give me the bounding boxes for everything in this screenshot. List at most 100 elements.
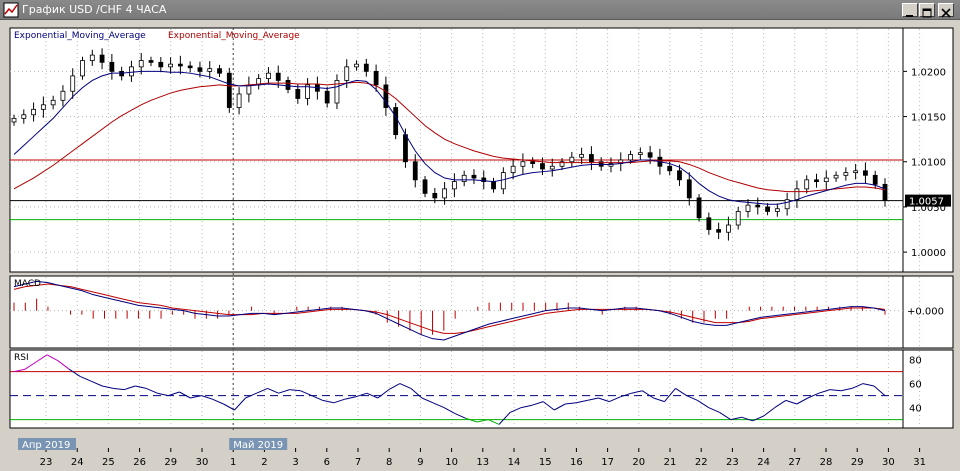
rsi-segment (157, 392, 169, 397)
rsi-segment (245, 392, 257, 399)
rsi-segment (124, 385, 136, 391)
rsi-segment (289, 389, 301, 392)
candle-body (814, 179, 819, 183)
time-tick-label: 29 (164, 457, 177, 468)
rsi-segment (598, 397, 610, 403)
candle-body (755, 204, 761, 208)
rsi-segment (135, 385, 147, 389)
close-button[interactable] (938, 3, 954, 18)
time-tick-label: 25 (102, 457, 115, 468)
rsi-segment (620, 392, 632, 398)
time-tick-label: 8 (386, 457, 392, 468)
time-tick-label: 17 (601, 457, 614, 468)
rsi-segment (388, 383, 401, 391)
candle-body (843, 172, 849, 176)
macd-line (13, 280, 886, 341)
rsi-segment (730, 416, 742, 421)
time-tick-label: 7 (355, 457, 361, 468)
candle-body (344, 66, 350, 81)
candle-body (735, 211, 741, 226)
candle-body (794, 188, 800, 201)
window-titlebar[interactable]: График USD /CHF 4 ЧАСА (0, 0, 960, 20)
rsi-segment (741, 416, 753, 422)
candle-body (393, 107, 399, 136)
rsi-segment (146, 387, 158, 394)
rsi-segment (79, 375, 92, 382)
candle-body (510, 165, 516, 173)
rsi-segment (113, 387, 125, 391)
candle-body (373, 70, 379, 86)
candle-body (872, 174, 878, 185)
rsi-label: RSI (14, 353, 29, 363)
candle-body (266, 72, 271, 80)
maximize-button[interactable] (919, 3, 935, 18)
rsi-segment (851, 383, 864, 389)
candle-body (31, 108, 36, 116)
time-tick-label: 23 (40, 457, 53, 468)
candle-body (295, 89, 301, 99)
candle-body (138, 60, 144, 68)
candle-body (21, 114, 27, 119)
rsi-segment (587, 397, 599, 401)
rsi-segment (642, 390, 654, 399)
rsi-segment (212, 398, 224, 405)
candle-body (89, 54, 95, 61)
candle-body (275, 72, 281, 81)
rsi-segment (355, 392, 367, 398)
time-tick-label: 13 (476, 457, 489, 468)
time-tick-label: 14 (508, 457, 521, 468)
candle-body (774, 208, 780, 212)
rsi-tick-label: 80 (909, 356, 922, 367)
time-tick-label: 30 (882, 457, 895, 468)
candle-body (187, 65, 193, 69)
candle-body (363, 63, 369, 72)
candle-body (129, 66, 134, 77)
time-tick-label: 31 (913, 457, 926, 468)
price-tick-label: 1.0150 (911, 113, 946, 124)
candle-body (589, 154, 594, 163)
rsi-segment (344, 396, 356, 400)
ema-slow-line (13, 81, 886, 193)
time-tick-label: 9 (417, 457, 423, 468)
candle-body (579, 154, 585, 158)
candle-body (226, 72, 232, 108)
candle-body (40, 104, 46, 110)
chart-app-icon (3, 2, 19, 18)
minimize-button[interactable] (902, 3, 918, 17)
rsi-segment (653, 397, 665, 403)
candle-body (677, 170, 682, 181)
rsi-segment (322, 399, 334, 404)
rsi-segment (278, 389, 290, 394)
rsi-segment (576, 399, 588, 404)
candle-body (354, 63, 359, 68)
current-price-label: 1.0057 (909, 197, 944, 208)
rsi-segment (686, 395, 698, 401)
candle-body (706, 217, 712, 230)
chart-window[interactable]: 1.0000 1.0050 1.0100 1.0150 1.0200 1.0057 Expo… (0, 20, 960, 471)
rsi-segment (366, 392, 379, 399)
candle-body (334, 80, 340, 104)
candle-body (647, 152, 653, 158)
rsi-segment (432, 402, 445, 409)
rsi-segment (168, 391, 180, 397)
candle-body (197, 67, 203, 72)
maximize-icon (922, 8, 932, 18)
rsi-segment (24, 361, 37, 370)
candle-body (784, 199, 790, 210)
candle-body (403, 134, 408, 163)
candle-body (177, 63, 183, 67)
candle-body (158, 61, 164, 68)
chart-canvas[interactable]: 1.0000 1.0050 1.0100 1.0150 1.0200 1.0057 Expo… (0, 20, 960, 471)
rsi-segment (201, 395, 213, 400)
time-tick-label: 30 (196, 457, 209, 468)
candle-body (305, 84, 310, 99)
time-tick-label: 29 (851, 457, 864, 468)
rsi-segment (102, 385, 114, 389)
candle-body (882, 183, 888, 202)
rsi-segment (443, 407, 456, 415)
rsi-segment (234, 397, 246, 411)
candle-body (530, 161, 536, 164)
current-price-badge (905, 194, 951, 207)
rsi-segment (190, 395, 202, 399)
candle-body (481, 177, 487, 183)
